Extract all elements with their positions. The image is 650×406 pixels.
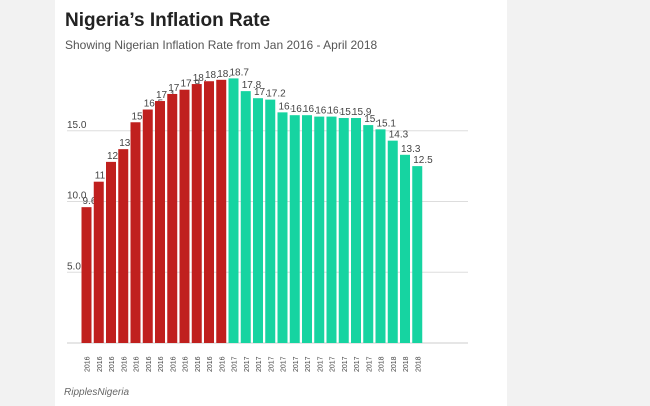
data-label: 17.9 [181, 79, 201, 90]
bar[interactable] [204, 81, 214, 343]
data-label: 15.6 [132, 111, 152, 122]
x-tick-label: 2016 [121, 356, 128, 372]
y-tick-label: 10.0 [67, 191, 87, 202]
data-label: 16. [328, 106, 342, 117]
data-label: 15.1 [377, 118, 397, 129]
bar[interactable] [240, 91, 251, 343]
bar[interactable] [412, 166, 423, 343]
data-label: 16. [279, 101, 293, 112]
bar[interactable] [314, 116, 325, 343]
bar[interactable] [253, 98, 263, 343]
x-tick-label: 2017 [330, 356, 337, 372]
bar[interactable] [179, 89, 190, 343]
bar[interactable] [93, 181, 104, 343]
data-label: 12.8 [107, 151, 127, 162]
x-tick-label: 2016 [195, 356, 202, 372]
data-label: 18. [205, 70, 219, 81]
x-tick-label: 2017 [354, 356, 361, 372]
data-label: 9.6 [83, 196, 97, 207]
x-tick-label: 2016 [109, 356, 116, 372]
data-label: 18. [217, 69, 231, 80]
data-label: 17. [254, 87, 268, 98]
x-tick-label: 2018 [415, 356, 422, 372]
bar[interactable] [387, 140, 398, 343]
bar[interactable] [216, 79, 227, 343]
data-label: 17. [168, 83, 182, 94]
x-tick-label: 2016 [158, 356, 165, 372]
x-tick-label: 2017 [305, 356, 312, 372]
bar-chart: 5.0 10.0 15.0 9.6 2016 11.4 2016 12.8 2016 13.7 20… [67, 67, 468, 372]
bar[interactable] [142, 109, 153, 344]
bar[interactable] [326, 116, 337, 343]
bar[interactable] [118, 149, 129, 343]
bar[interactable] [363, 125, 374, 343]
bar[interactable] [228, 78, 239, 344]
bar[interactable] [302, 115, 312, 343]
bar[interactable] [400, 154, 410, 343]
x-tick-label: 2017 [256, 356, 263, 372]
x-tick-label: 2018 [391, 356, 398, 372]
bar[interactable] [106, 161, 116, 343]
source-credit: RipplesNigeria [64, 387, 130, 398]
x-tick-label: 2017 [268, 356, 275, 372]
data-label: 15. [364, 114, 378, 125]
data-label: 11.4 [95, 171, 114, 182]
x-tick-label: 2016 [97, 356, 104, 372]
x-tick-label: 2016 [85, 356, 92, 372]
bar[interactable] [167, 93, 178, 344]
bar[interactable] [351, 118, 361, 343]
bar[interactable] [265, 99, 276, 344]
data-label: 16. [291, 104, 305, 115]
bar[interactable] [81, 207, 92, 343]
data-label: 13.3 [401, 144, 421, 155]
data-label: 17.8 [242, 80, 262, 91]
y-tick-label: 5.0 [67, 261, 81, 272]
bar[interactable] [375, 129, 386, 343]
bar[interactable] [338, 118, 349, 343]
x-tick-label: 2017 [366, 356, 373, 372]
data-label: 12.5 [413, 155, 433, 166]
x-tick-label: 2018 [403, 356, 410, 372]
data-label: 15. [340, 107, 354, 118]
data-label: 15.9 [352, 107, 372, 118]
x-tick-label: 2016 [170, 356, 177, 372]
chart-title: Nigeria’s Inflation Rate [65, 10, 271, 31]
x-tick-label: 2017 [342, 356, 349, 372]
x-tick-label: 2016 [134, 356, 141, 372]
y-tick-label: 15.0 [67, 120, 87, 131]
x-tick-label: 2017 [232, 356, 239, 372]
bar[interactable] [289, 115, 300, 343]
chart-subtitle: Showing Nigerian Inflation Rate from Jan… [65, 38, 378, 52]
x-tick-label: 2016 [207, 356, 214, 372]
bar[interactable] [155, 101, 165, 343]
data-label: 17.1 [156, 90, 176, 101]
data-label: 16. [315, 106, 329, 117]
x-tick-label: 2017 [244, 356, 251, 372]
data-label: 16.5 [144, 99, 164, 110]
data-label: 18.7 [230, 67, 250, 78]
x-tick-label: 2018 [379, 356, 386, 372]
data-label: 14.3 [389, 130, 409, 141]
x-tick-label: 2017 [293, 356, 300, 372]
x-tick-label: 2017 [281, 356, 288, 372]
data-label: 18. [193, 73, 207, 84]
bar[interactable] [277, 112, 288, 343]
x-tick-label: 2016 [146, 356, 153, 372]
bar[interactable] [191, 84, 202, 344]
bar[interactable] [130, 122, 141, 343]
x-tick-label: 2017 [317, 356, 324, 372]
data-label: 13.7 [119, 138, 139, 149]
x-tick-label: 2016 [219, 356, 226, 372]
data-label: 17.2 [266, 89, 286, 100]
chart-card: Nigeria’s Inflation Rate Showing Nigeria… [55, 0, 507, 406]
x-tick-label: 2016 [183, 356, 190, 372]
data-label: 16. [303, 104, 317, 115]
